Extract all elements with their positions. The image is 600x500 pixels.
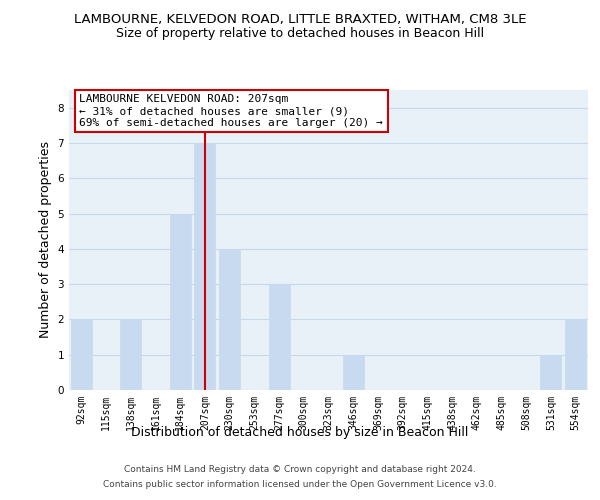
Bar xyxy=(194,143,215,390)
Bar xyxy=(219,249,240,390)
Bar xyxy=(170,214,191,390)
Y-axis label: Number of detached properties: Number of detached properties xyxy=(39,142,52,338)
Bar xyxy=(120,320,141,390)
Text: LAMBOURNE, KELVEDON ROAD, LITTLE BRAXTED, WITHAM, CM8 3LE: LAMBOURNE, KELVEDON ROAD, LITTLE BRAXTED… xyxy=(74,12,526,26)
Text: Contains public sector information licensed under the Open Government Licence v3: Contains public sector information licen… xyxy=(103,480,497,489)
Bar xyxy=(565,320,586,390)
Bar xyxy=(269,284,290,390)
Bar xyxy=(541,354,562,390)
Text: Distribution of detached houses by size in Beacon Hill: Distribution of detached houses by size … xyxy=(131,426,469,439)
Text: Contains HM Land Registry data © Crown copyright and database right 2024.: Contains HM Land Registry data © Crown c… xyxy=(124,465,476,474)
Bar xyxy=(343,354,364,390)
Text: Size of property relative to detached houses in Beacon Hill: Size of property relative to detached ho… xyxy=(116,28,484,40)
Bar xyxy=(71,320,92,390)
Text: LAMBOURNE KELVEDON ROAD: 207sqm
← 31% of detached houses are smaller (9)
69% of : LAMBOURNE KELVEDON ROAD: 207sqm ← 31% of… xyxy=(79,94,383,128)
